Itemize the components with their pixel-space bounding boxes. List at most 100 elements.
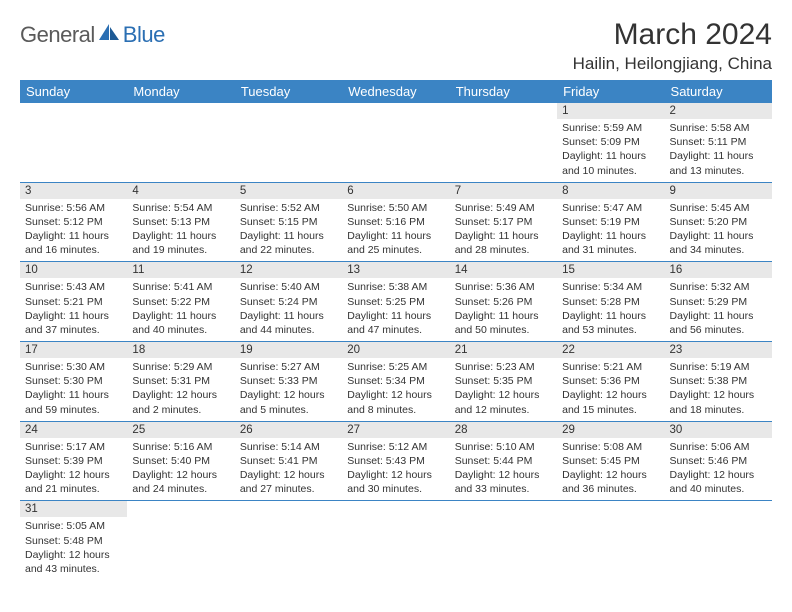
day-line: Sunrise: 5:08 AM (562, 441, 642, 453)
day-line: Sunrise: 5:36 AM (455, 281, 535, 293)
day-line: Sunset: 5:19 PM (562, 216, 640, 228)
weekday-header: Wednesday (342, 80, 449, 103)
day-number: 13 (342, 262, 449, 278)
day-line: Sunrise: 5:50 AM (347, 202, 427, 214)
calendar-cell: 18Sunrise: 5:29 AMSunset: 5:31 PMDayligh… (127, 342, 234, 422)
calendar-cell: 21Sunrise: 5:23 AMSunset: 5:35 PMDayligh… (450, 342, 557, 422)
day-line: Daylight: 11 hours and 13 minutes. (670, 150, 754, 176)
day-line: Daylight: 11 hours and 40 minutes. (132, 310, 216, 336)
day-line: Sunset: 5:16 PM (347, 216, 425, 228)
calendar-cell: 5Sunrise: 5:52 AMSunset: 5:15 PMDaylight… (235, 182, 342, 262)
day-number: 1 (557, 103, 664, 119)
calendar-cell: 2Sunrise: 5:58 AMSunset: 5:11 PMDaylight… (665, 103, 772, 182)
day-line: Sunset: 5:46 PM (670, 455, 748, 467)
title-block: March 2024 Hailin, Heilongjiang, China (573, 18, 772, 74)
day-line: Sunrise: 5:32 AM (670, 281, 750, 293)
calendar-cell: 4Sunrise: 5:54 AMSunset: 5:13 PMDaylight… (127, 182, 234, 262)
day-line: Daylight: 12 hours and 33 minutes. (455, 469, 540, 495)
day-number: 11 (127, 262, 234, 278)
page-header: General Blue March 2024 Hailin, Heilongj… (20, 18, 772, 74)
day-line: Sunset: 5:22 PM (132, 296, 210, 308)
day-content: Sunrise: 5:27 AMSunset: 5:33 PMDaylight:… (235, 358, 342, 421)
day-line: Sunset: 5:21 PM (25, 296, 103, 308)
calendar-cell (235, 103, 342, 182)
weekday-header: Sunday (20, 80, 127, 103)
day-content: Sunrise: 5:38 AMSunset: 5:25 PMDaylight:… (342, 278, 449, 341)
day-content: Sunrise: 5:23 AMSunset: 5:35 PMDaylight:… (450, 358, 557, 421)
calendar-cell: 31Sunrise: 5:05 AMSunset: 5:48 PMDayligh… (20, 501, 127, 580)
day-line: Daylight: 11 hours and 10 minutes. (562, 150, 646, 176)
day-content (20, 119, 127, 125)
day-line: Daylight: 12 hours and 18 minutes. (670, 389, 755, 415)
day-number: 30 (665, 422, 772, 438)
day-number: 7 (450, 183, 557, 199)
day-number: 25 (127, 422, 234, 438)
day-number (127, 501, 234, 517)
calendar-cell: 28Sunrise: 5:10 AMSunset: 5:44 PMDayligh… (450, 421, 557, 501)
day-line: Sunrise: 5:52 AM (240, 202, 320, 214)
day-content: Sunrise: 5:41 AMSunset: 5:22 PMDaylight:… (127, 278, 234, 341)
day-line: Sunset: 5:28 PM (562, 296, 640, 308)
day-line: Sunrise: 5:25 AM (347, 361, 427, 373)
day-line: Sunset: 5:45 PM (562, 455, 640, 467)
day-content (235, 517, 342, 523)
weekday-header: Monday (127, 80, 234, 103)
logo: General Blue (20, 22, 165, 48)
day-line: Daylight: 11 hours and 50 minutes. (455, 310, 539, 336)
weekday-row: SundayMondayTuesdayWednesdayThursdayFrid… (20, 80, 772, 103)
day-content (450, 517, 557, 523)
day-content: Sunrise: 5:10 AMSunset: 5:44 PMDaylight:… (450, 438, 557, 501)
day-line: Sunrise: 5:19 AM (670, 361, 750, 373)
day-number: 6 (342, 183, 449, 199)
day-line: Sunset: 5:20 PM (670, 216, 748, 228)
calendar-cell: 16Sunrise: 5:32 AMSunset: 5:29 PMDayligh… (665, 262, 772, 342)
day-number: 15 (557, 262, 664, 278)
day-number (342, 501, 449, 517)
day-content: Sunrise: 5:59 AMSunset: 5:09 PMDaylight:… (557, 119, 664, 182)
day-line: Daylight: 12 hours and 15 minutes. (562, 389, 647, 415)
day-content: Sunrise: 5:34 AMSunset: 5:28 PMDaylight:… (557, 278, 664, 341)
day-number (235, 103, 342, 119)
day-number: 28 (450, 422, 557, 438)
weekday-header: Friday (557, 80, 664, 103)
day-line: Sunset: 5:31 PM (132, 375, 210, 387)
day-number: 24 (20, 422, 127, 438)
day-content: Sunrise: 5:36 AMSunset: 5:26 PMDaylight:… (450, 278, 557, 341)
calendar-cell (20, 103, 127, 182)
calendar-week-row: 17Sunrise: 5:30 AMSunset: 5:30 PMDayligh… (20, 342, 772, 422)
day-content: Sunrise: 5:54 AMSunset: 5:13 PMDaylight:… (127, 199, 234, 262)
day-line: Sunset: 5:25 PM (347, 296, 425, 308)
day-content: Sunrise: 5:21 AMSunset: 5:36 PMDaylight:… (557, 358, 664, 421)
calendar-body: 1Sunrise: 5:59 AMSunset: 5:09 PMDaylight… (20, 103, 772, 580)
day-line: Daylight: 12 hours and 8 minutes. (347, 389, 432, 415)
day-number (342, 103, 449, 119)
day-line: Sunrise: 5:38 AM (347, 281, 427, 293)
day-line: Daylight: 12 hours and 21 minutes. (25, 469, 110, 495)
calendar-week-row: 3Sunrise: 5:56 AMSunset: 5:12 PMDaylight… (20, 182, 772, 262)
day-line: Sunset: 5:15 PM (240, 216, 318, 228)
day-line: Daylight: 11 hours and 56 minutes. (670, 310, 754, 336)
day-content (127, 119, 234, 125)
day-number: 16 (665, 262, 772, 278)
day-line: Sunrise: 5:16 AM (132, 441, 212, 453)
day-line: Sunset: 5:17 PM (455, 216, 533, 228)
day-number (665, 501, 772, 517)
day-line: Sunset: 5:35 PM (455, 375, 533, 387)
calendar-page: General Blue March 2024 Hailin, Heilongj… (0, 0, 792, 598)
day-number: 22 (557, 342, 664, 358)
day-line: Sunrise: 5:56 AM (25, 202, 105, 214)
day-number: 3 (20, 183, 127, 199)
day-number: 27 (342, 422, 449, 438)
day-content: Sunrise: 5:50 AMSunset: 5:16 PMDaylight:… (342, 199, 449, 262)
day-content: Sunrise: 5:30 AMSunset: 5:30 PMDaylight:… (20, 358, 127, 421)
day-line: Daylight: 12 hours and 12 minutes. (455, 389, 540, 415)
day-number: 12 (235, 262, 342, 278)
day-content: Sunrise: 5:49 AMSunset: 5:17 PMDaylight:… (450, 199, 557, 262)
day-line: Sunset: 5:11 PM (670, 136, 747, 148)
calendar-week-row: 24Sunrise: 5:17 AMSunset: 5:39 PMDayligh… (20, 421, 772, 501)
day-content: Sunrise: 5:25 AMSunset: 5:34 PMDaylight:… (342, 358, 449, 421)
day-line: Daylight: 11 hours and 19 minutes. (132, 230, 216, 256)
day-number: 8 (557, 183, 664, 199)
calendar-cell: 13Sunrise: 5:38 AMSunset: 5:25 PMDayligh… (342, 262, 449, 342)
day-number: 2 (665, 103, 772, 119)
